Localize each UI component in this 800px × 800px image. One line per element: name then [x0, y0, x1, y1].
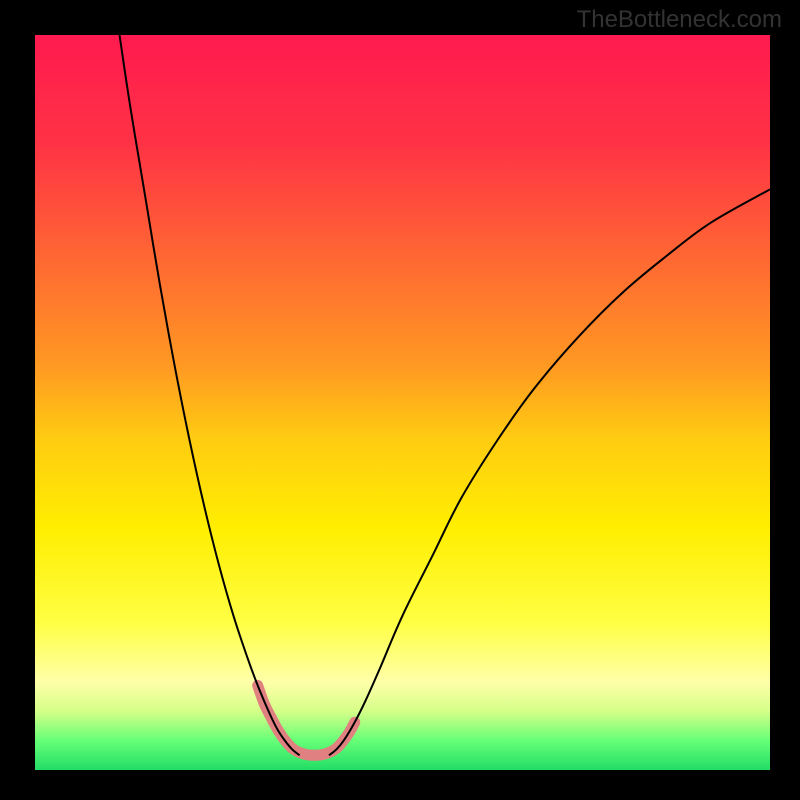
- watermark-text: TheBottleneck.com: [577, 6, 782, 34]
- chart-svg: [35, 35, 770, 770]
- chart-plot-area: [35, 35, 770, 770]
- chart-background: [35, 35, 770, 770]
